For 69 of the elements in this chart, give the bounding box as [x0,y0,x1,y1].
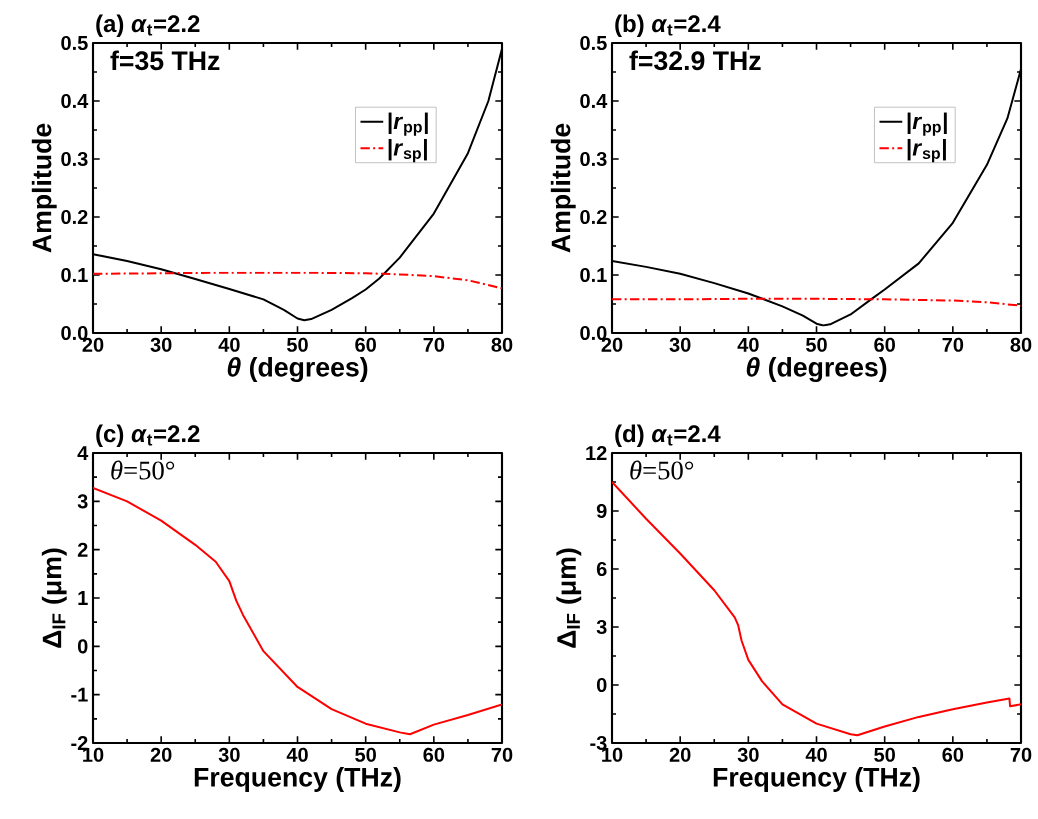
y-tick-label: 0.5 [61,35,88,51]
x-tick-label: 60 [942,747,964,762]
legend-label: |r$_{pp}$| [907,112,947,136]
x-tick-label: 50 [286,337,308,352]
y-tick-label: 0.3 [580,151,607,167]
legend-label: |r$_{sp}$| [388,138,427,163]
y-tick-label: 0.3 [61,151,88,167]
y-tick-label: 0.4 [580,93,608,109]
x-tick-label: 40 [286,747,308,762]
line-series [612,297,1021,307]
y-tick-label: 0.1 [61,267,88,283]
x-tick-label: 50 [355,747,376,762]
x-tick-label: 70 [1010,747,1032,762]
x-tick-label: 40 [737,337,759,352]
y-axis-title: Δ$_{IF}$ (μm) [41,548,67,648]
y-tick-label: 6 [596,561,607,577]
x-tick-label: 30 [150,337,172,352]
y-axis-title: Δ$_{IF}$ (μm) [556,548,582,648]
chart-title: (d) α$_{t}$=2.4 [615,424,721,447]
chart-title: (b) α$_{t}$=2.4 [615,14,721,37]
legend-label: |r$_{pp}$| [388,112,428,136]
x-axis-title: θ (degrees) [227,357,368,383]
x-tick-label: 30 [669,337,691,352]
annotation: f=32.9 THz [629,50,761,71]
x-tick-label: 70 [423,337,445,352]
y-tick-label: 3 [596,619,607,635]
y-tick-label: 2 [77,542,88,557]
x-axis-title: Frequency (THz) [713,767,920,792]
y-tick-label: 0.2 [580,209,607,225]
y-tick-label: -1 [71,687,88,702]
y-tick-label: 0.5 [580,35,607,51]
y-tick-label: 0.2 [61,209,88,225]
x-axis-title: θ (degrees) [746,357,887,383]
x-tick-label: 60 [423,747,445,762]
annotation: θ=50° [111,460,175,480]
y-tick-label: 0.4 [61,93,89,109]
x-tick-label: 50 [874,747,895,762]
y-tick-label: 3 [77,494,88,509]
x-tick-label: 70 [942,337,964,352]
y-axis-title: Amplitude [550,123,576,253]
y-tick-label: 9 [596,503,607,519]
y-tick-label: 0 [596,677,607,693]
x-tick-label: 40 [805,747,827,762]
y-tick-label: 4 [77,446,89,460]
chart-title: (a) α$_{t}$=2.2 [96,14,200,37]
x-tick-label: 30 [218,747,240,762]
x-tick-label: 20 [150,747,172,762]
annotation: θ=50° [630,460,694,480]
line-series [93,271,502,290]
x-tick-label: 20 [669,747,691,762]
legend-label: |r$_{sp}$| [907,138,946,163]
x-tick-label: 40 [218,337,240,352]
y-tick-label: 0.1 [580,267,607,283]
line-series [612,481,1021,737]
y-tick-label: 1 [78,591,88,605]
y-tick-label: 0 [77,639,88,654]
x-tick-label: 80 [491,337,513,352]
chart-title: (c) α$_{t}$=2.2 [96,424,200,447]
x-tick-label: 60 [355,337,376,352]
y-tick-label: 12 [586,446,607,460]
annotation: f=35 THz [110,50,220,71]
x-tick-label: 60 [874,337,895,352]
y-axis-title: Amplitude [31,123,57,253]
x-tick-label: 30 [737,747,759,762]
x-axis-title: Frequency (THz) [194,767,401,792]
line-series [93,486,502,736]
x-tick-label: 50 [805,337,827,352]
x-tick-label: 70 [491,747,513,762]
x-tick-label: 80 [1010,337,1032,352]
